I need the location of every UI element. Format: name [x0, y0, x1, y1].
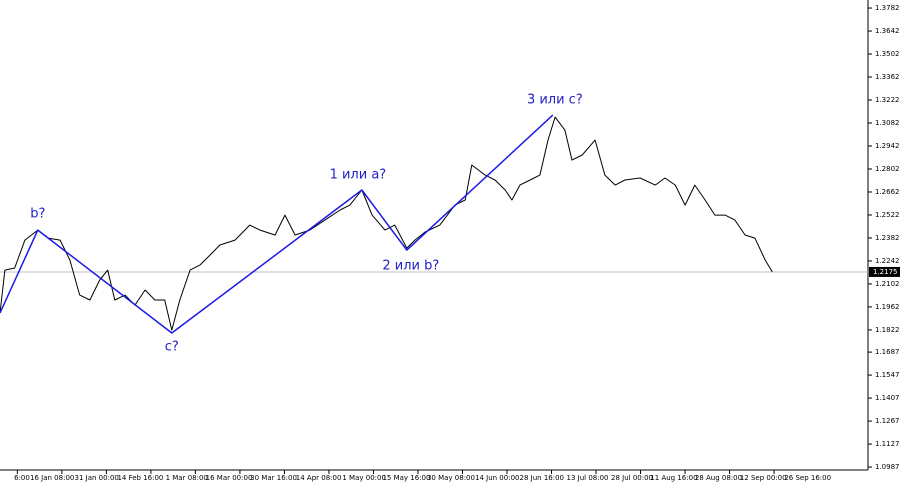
y-tick-label: 1.1267: [875, 417, 900, 425]
x-tick-label: 16 Mar 00:00: [206, 474, 253, 482]
y-tick-label: 1.1547: [875, 371, 900, 379]
y-tick-label: 1.3642: [875, 27, 900, 35]
x-tick-label: 15 May 16:00: [382, 474, 430, 482]
y-tick-label: 1.2522: [875, 211, 900, 219]
y-tick-label: 1.2802: [875, 165, 900, 173]
y-tick-label: 1.1962: [875, 303, 900, 311]
y-tick-label: 1.3222: [875, 96, 900, 104]
x-tick-label: 6:00: [14, 474, 30, 482]
x-tick-label: 13 Jul 08:00: [567, 474, 609, 482]
x-tick-label: 28 Jun 16:00: [520, 474, 564, 482]
y-tick-label: 1.2382: [875, 234, 900, 242]
y-tick-label: 1.1822: [875, 326, 900, 334]
wave-annotation: 3 или c?: [527, 93, 583, 108]
y-tick-label: 1.3502: [875, 50, 900, 58]
y-tick-label: 1.2662: [875, 188, 900, 196]
x-tick-label: 1 Mar 08:00: [166, 474, 208, 482]
x-tick-label: 12 Sep 00:00: [740, 474, 787, 482]
current-price-box: [869, 266, 900, 277]
wave-annotation: c?: [165, 340, 179, 355]
x-tick-label: 16 Jan 08:00: [30, 474, 74, 482]
y-tick-label: 1.2942: [875, 142, 900, 150]
wave-line: [0, 114, 554, 334]
y-tick-label: 1.1407: [875, 394, 900, 402]
x-tick-label: 11 Aug 16:00: [650, 474, 697, 482]
x-tick-label: 14 Apr 08:00: [296, 474, 342, 482]
y-tick-label: 1.2242: [875, 257, 900, 265]
x-tick-label: 14 Feb 16:00: [117, 474, 163, 482]
price-line: [0, 116, 773, 331]
x-tick-label: 14 Jun 00:00: [475, 474, 519, 482]
y-tick-label: 1.0987: [875, 463, 900, 471]
current-price-label: 1.2175: [873, 268, 898, 276]
wave-annotation: 1 или a?: [330, 168, 387, 183]
wave-annotation: b?: [30, 207, 45, 222]
x-tick-label: 28 Aug 08:00: [695, 474, 742, 482]
y-tick-label: 1.2102: [875, 280, 900, 288]
y-tick-label: 1.3362: [875, 73, 900, 81]
x-tick-label: 1 May 00:00: [342, 474, 386, 482]
y-tick-label: 1.3782: [875, 4, 900, 12]
y-tick-label: 1.3082: [875, 119, 900, 127]
wave-annotation: 2 или b?: [382, 259, 439, 274]
x-tick-label: 31 Jan 00:00: [75, 474, 119, 482]
x-tick-label: 28 Jul 00:00: [611, 474, 653, 482]
x-tick-label: 26 Sep 16:00: [784, 474, 831, 482]
y-tick-label: 1.1127: [875, 440, 900, 448]
x-tick-label: 30 Mar 16:00: [250, 474, 297, 482]
y-tick-label: 1.1687: [875, 348, 900, 356]
x-tick-label: 30 May 08:00: [427, 474, 475, 482]
